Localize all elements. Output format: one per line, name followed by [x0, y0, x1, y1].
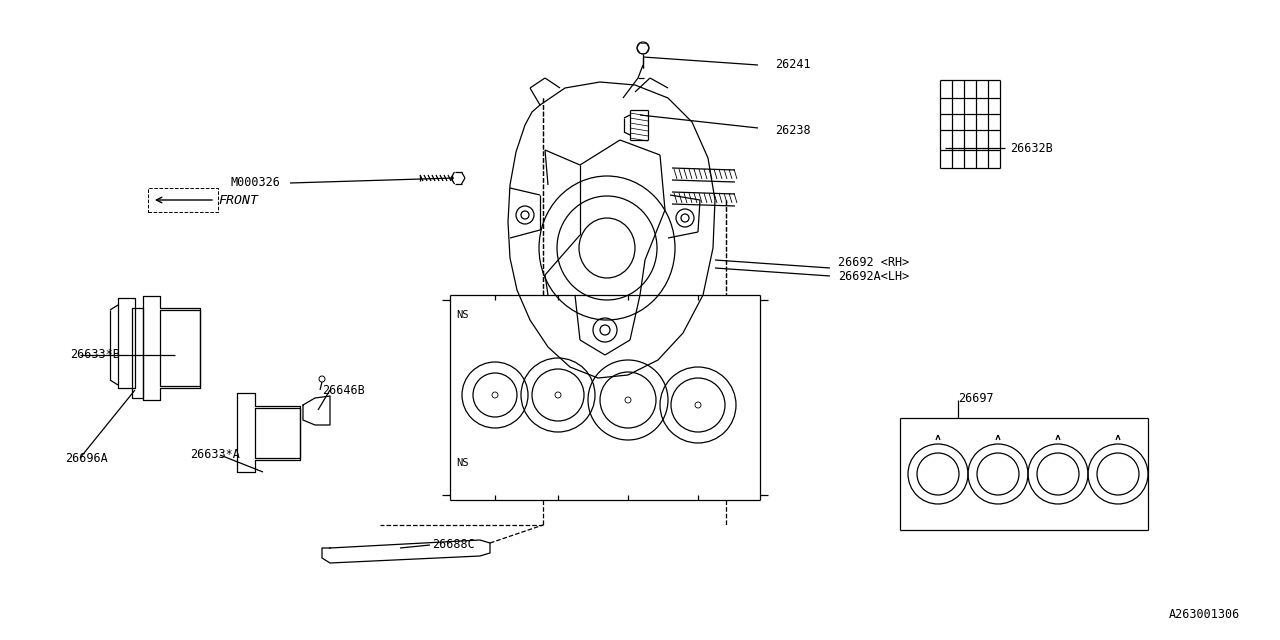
Bar — [148, 188, 218, 212]
Text: 26238: 26238 — [774, 124, 810, 136]
Text: NS: NS — [456, 310, 468, 320]
Text: 26632B: 26632B — [1010, 141, 1052, 154]
Text: 26241: 26241 — [774, 58, 810, 72]
Text: M000326: M000326 — [230, 177, 280, 189]
Text: 26692A<LH>: 26692A<LH> — [838, 269, 909, 282]
Text: FRONT: FRONT — [218, 193, 259, 207]
Text: 26633*B: 26633*B — [70, 349, 120, 362]
Text: 26697: 26697 — [957, 392, 993, 404]
Text: 26646B: 26646B — [323, 383, 365, 397]
Text: 26696A: 26696A — [65, 451, 108, 465]
Text: 26633*A: 26633*A — [189, 449, 239, 461]
Text: 26688C: 26688C — [433, 538, 475, 552]
Text: 26692 <RH>: 26692 <RH> — [838, 255, 909, 269]
Text: A263001306: A263001306 — [1169, 609, 1240, 621]
Text: NS: NS — [456, 458, 468, 468]
